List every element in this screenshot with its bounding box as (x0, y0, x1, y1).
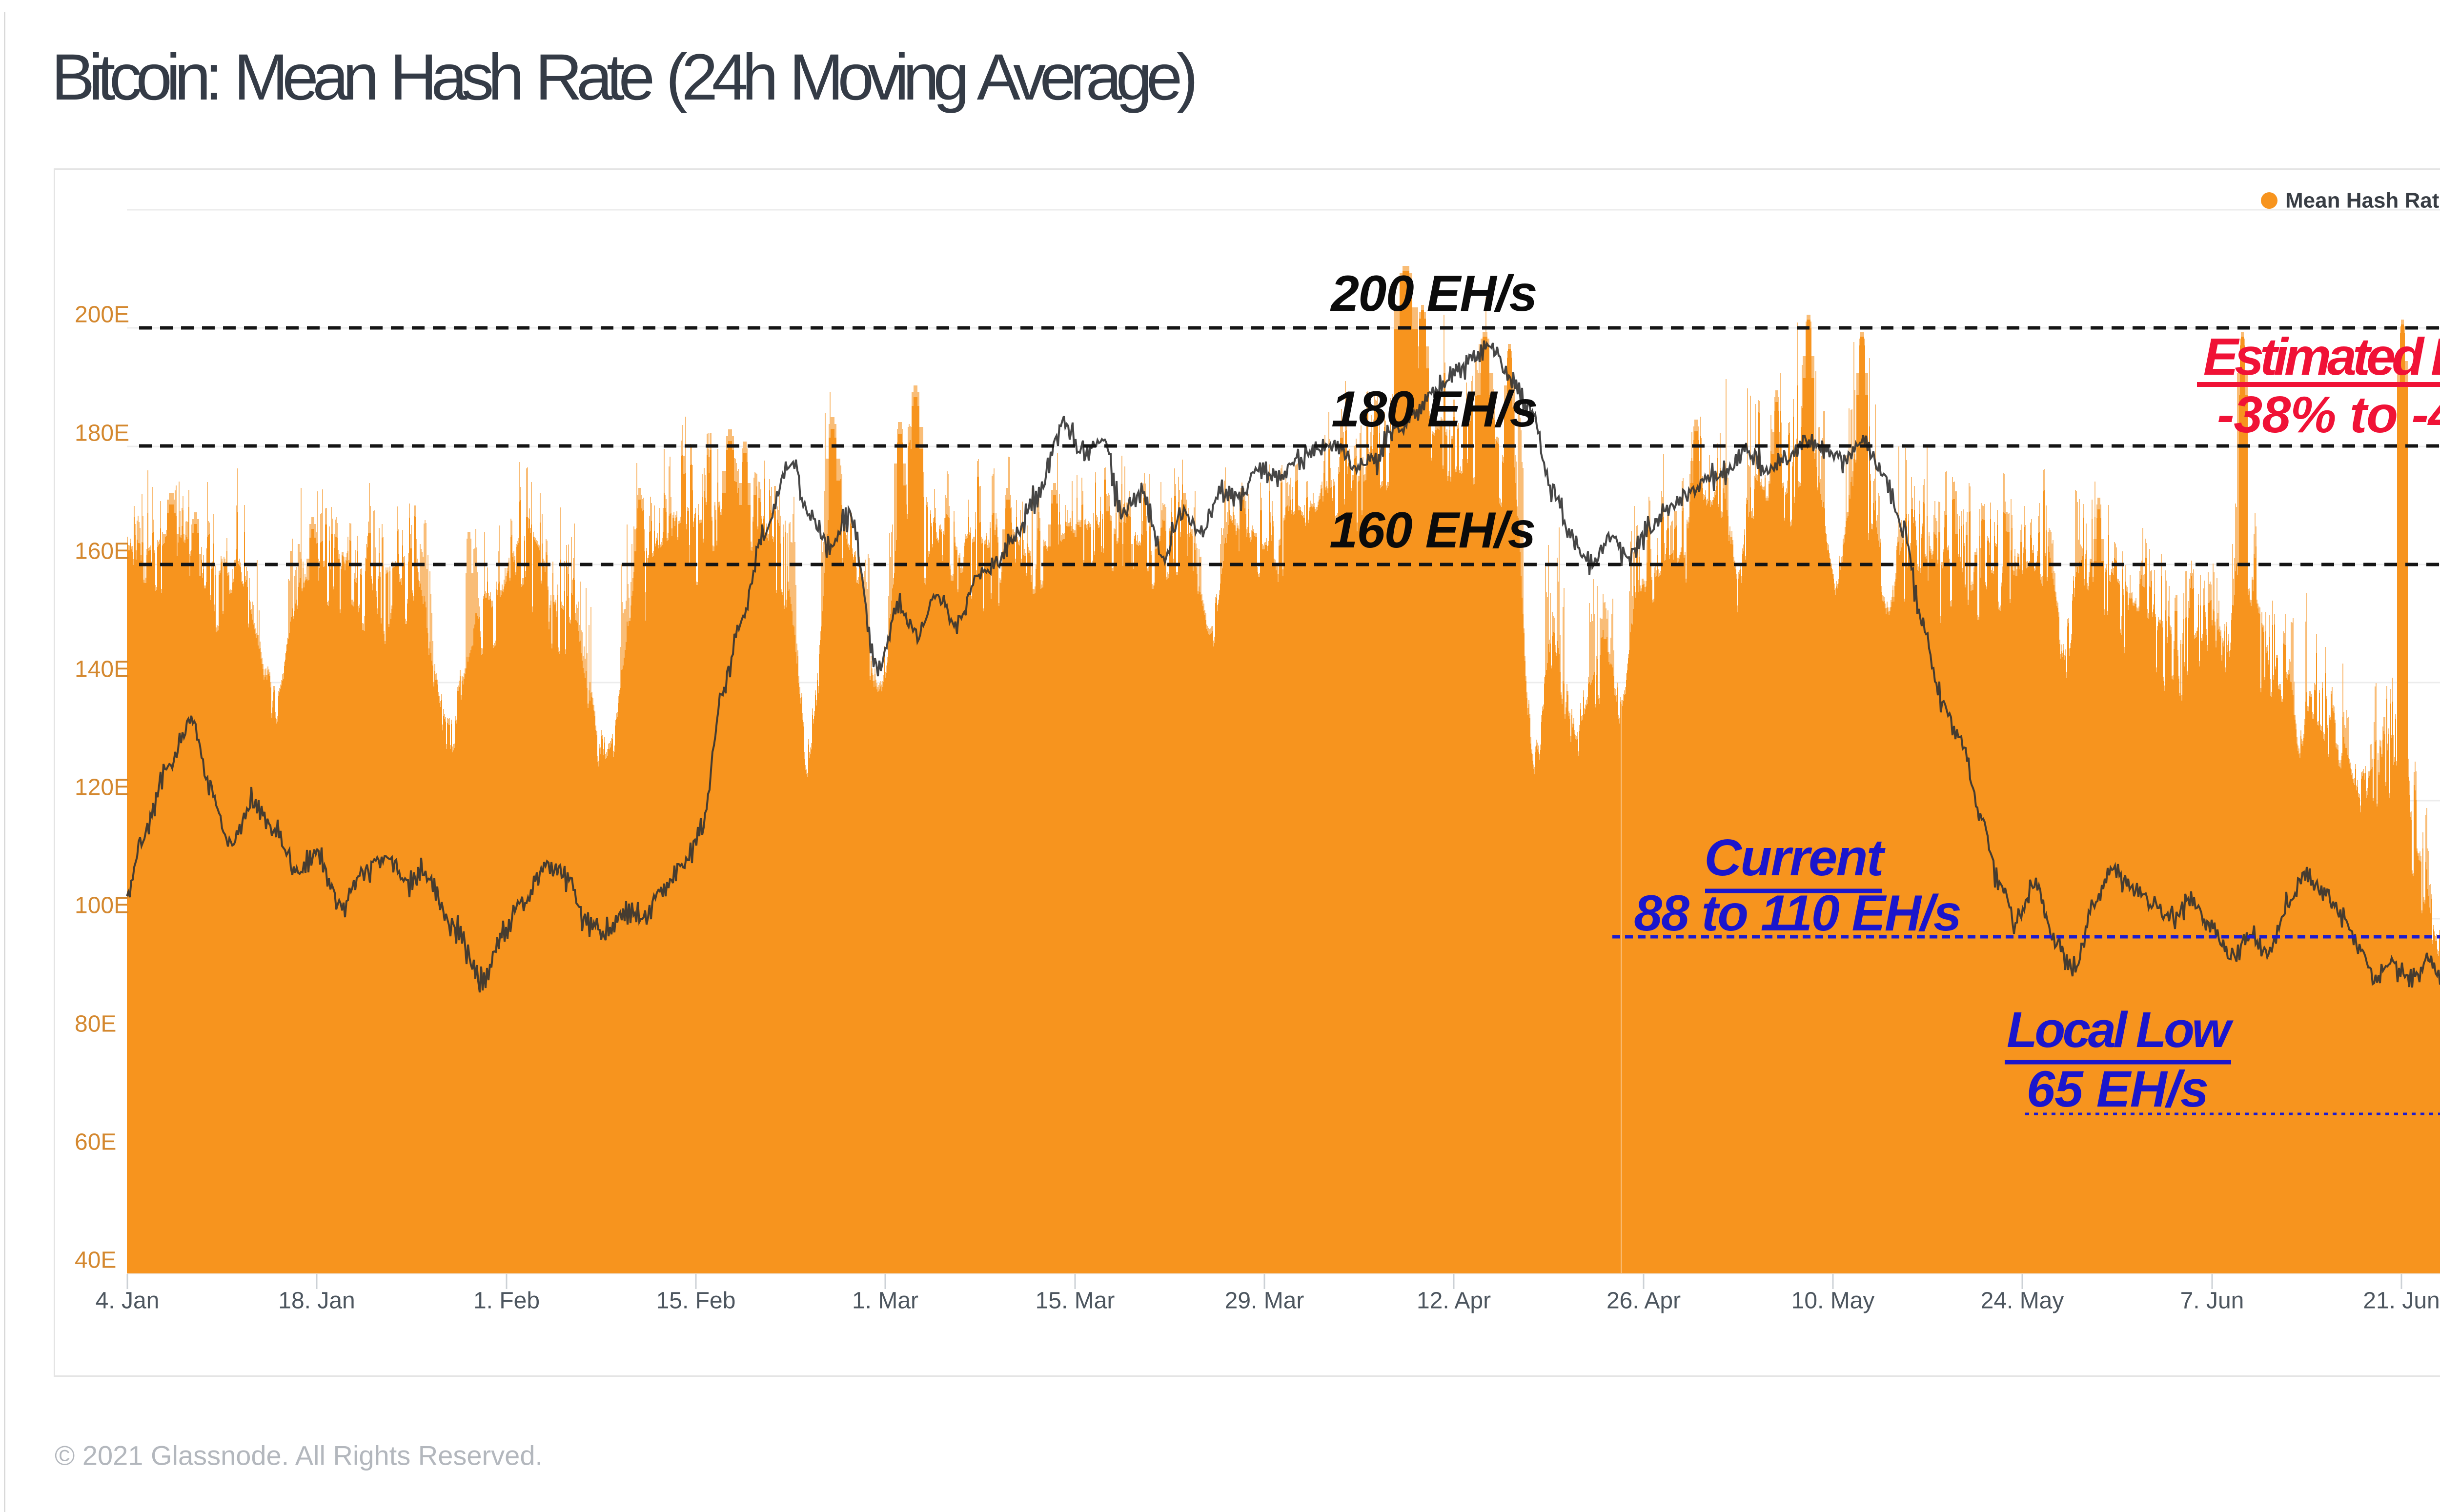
svg-text:120E: 120E (75, 775, 129, 801)
svg-text:200 EH/s: 200 EH/s (1330, 265, 1537, 322)
svg-text:21. Jun: 21. Jun (2363, 1288, 2440, 1314)
svg-text:15. Mar: 15. Mar (1036, 1288, 1115, 1314)
svg-text:88 to 110 EH/s: 88 to 110 EH/s (1634, 885, 1961, 942)
svg-text:200E: 200E (75, 302, 129, 328)
svg-text:12. Apr: 12. Apr (1417, 1288, 1491, 1314)
svg-text:180E: 180E (75, 421, 129, 446)
svg-text:24. May: 24. May (1981, 1288, 2064, 1314)
svg-text:4. Jan: 4. Jan (96, 1288, 160, 1314)
svg-text:160E: 160E (75, 539, 129, 564)
svg-text:© 2021 Glassnode. All Rights R: © 2021 Glassnode. All Rights Reserved. (55, 1440, 543, 1471)
svg-text:Mean Hash Rate: Mean Hash Rate (2285, 189, 2440, 213)
svg-text:80E: 80E (75, 1011, 116, 1037)
svg-text:40E: 40E (75, 1248, 116, 1273)
svg-text:65 EH/s: 65 EH/s (2027, 1061, 2208, 1118)
svg-text:180 EH/s: 180 EH/s (1331, 381, 1537, 438)
svg-text:15. Feb: 15. Feb (656, 1288, 736, 1314)
svg-text:100E: 100E (75, 893, 129, 919)
svg-text:10. May: 10. May (1791, 1288, 1875, 1314)
svg-text:1. Mar: 1. Mar (852, 1288, 918, 1314)
svg-text:26. Apr: 26. Apr (1606, 1288, 1681, 1314)
svg-text:18. Jan: 18. Jan (278, 1288, 355, 1314)
svg-text:29. Mar: 29. Mar (1225, 1288, 1304, 1314)
svg-text:Current: Current (1704, 829, 1886, 887)
svg-text:60E: 60E (75, 1129, 116, 1155)
svg-text:Local Low: Local Low (2007, 1002, 2234, 1058)
svg-text:-38% to -49%: -38% to -49% (2217, 386, 2440, 444)
svg-text:160 EH/s: 160 EH/s (1329, 502, 1535, 559)
svg-text:140E: 140E (75, 657, 129, 683)
svg-text:Estimated Drop: Estimated Drop (2203, 327, 2440, 386)
svg-text:1. Feb: 1. Feb (473, 1288, 540, 1314)
svg-text:7. Jun: 7. Jun (2180, 1288, 2244, 1314)
